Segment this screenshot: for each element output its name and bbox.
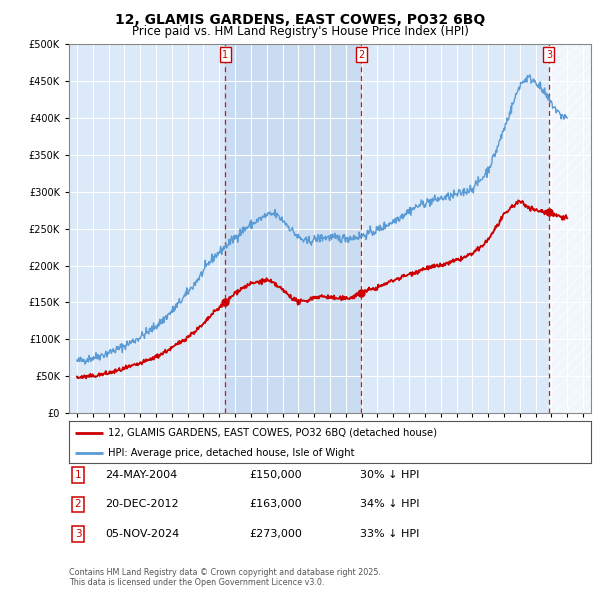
Text: 2: 2 [358,50,364,60]
Text: 24-MAY-2004: 24-MAY-2004 [105,470,177,480]
Text: Contains HM Land Registry data © Crown copyright and database right 2025.
This d: Contains HM Land Registry data © Crown c… [69,568,381,587]
Text: 3: 3 [546,50,552,60]
Bar [549,44,591,413]
Text: £273,000: £273,000 [249,529,302,539]
Text: 30% ↓ HPI: 30% ↓ HPI [360,470,419,480]
Text: 12, GLAMIS GARDENS, EAST COWES, PO32 6BQ (detached house): 12, GLAMIS GARDENS, EAST COWES, PO32 6BQ… [108,428,437,438]
Text: £150,000: £150,000 [249,470,302,480]
Text: 1: 1 [223,50,229,60]
Text: 33% ↓ HPI: 33% ↓ HPI [360,529,419,539]
Text: 20-DEC-2012: 20-DEC-2012 [105,500,179,509]
Text: 12, GLAMIS GARDENS, EAST COWES, PO32 6BQ: 12, GLAMIS GARDENS, EAST COWES, PO32 6BQ [115,13,485,27]
Text: 05-NOV-2024: 05-NOV-2024 [105,529,179,539]
Text: 34% ↓ HPI: 34% ↓ HPI [360,500,419,509]
Text: 2: 2 [74,500,82,509]
Text: £163,000: £163,000 [249,500,302,509]
Bar [226,44,361,413]
Text: Price paid vs. HM Land Registry's House Price Index (HPI): Price paid vs. HM Land Registry's House … [131,25,469,38]
Text: 1: 1 [74,470,82,480]
Text: HPI: Average price, detached house, Isle of Wight: HPI: Average price, detached house, Isle… [108,448,355,457]
Text: 3: 3 [74,529,82,539]
